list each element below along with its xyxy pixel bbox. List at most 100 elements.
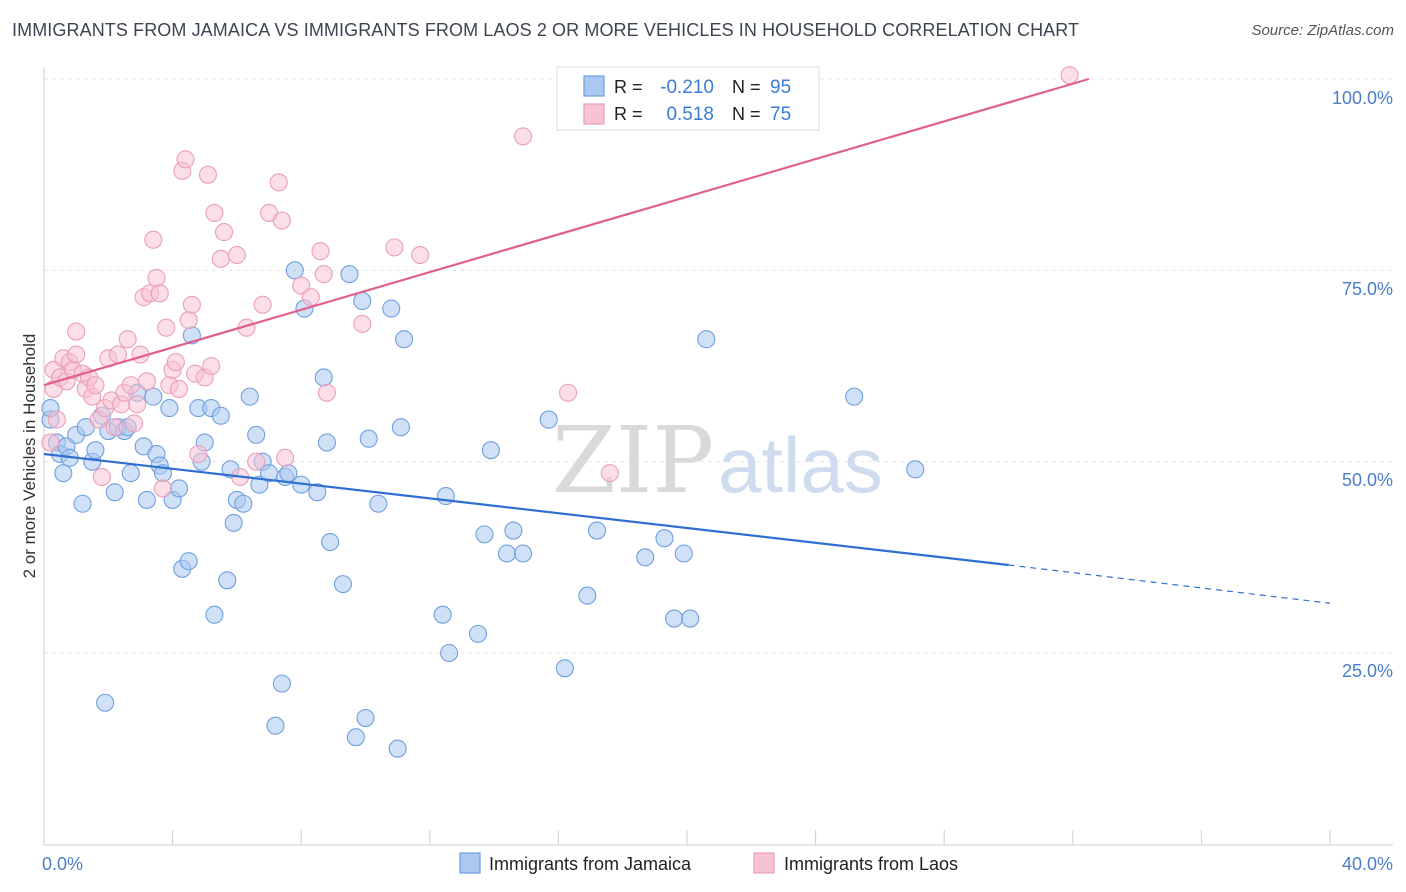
jamaica-point-39 [218,571,237,590]
laos-point-9 [67,322,86,341]
x-tick-label-min: 0.0% [42,854,83,874]
jamaica-point-27 [160,399,179,418]
laos-point-41 [169,379,189,399]
legend-label-jamaica: Immigrants from Jamaica [489,854,692,874]
y-tick-label-25: 25.0% [1342,661,1393,681]
laos-point-60 [269,173,288,192]
jamaica-point-67 [382,299,401,318]
trend-line-jamaica-extension [1008,564,1331,604]
trend-line-laos [43,77,1090,387]
watermark: ZIP atlas [552,407,883,514]
legend-swatch-laos [753,852,775,874]
laos-point-31 [137,372,156,391]
jamaica-point-84 [636,548,655,567]
jamaica-point-65 [359,429,378,448]
series-legend: Immigrants from Jamaica Immigrants from … [459,852,958,874]
laos-point-57 [247,452,266,471]
jamaica-point-63 [353,291,372,310]
jamaica-point-77 [497,544,517,563]
x-axis-ticks [43,830,1331,845]
laos-point-52 [211,249,230,268]
stats-r-value-laos: 0.518 [666,104,714,125]
jamaica-point-69 [391,418,410,437]
laos-point-62 [276,448,295,467]
jamaica-point-75 [475,525,494,544]
laos-point-68 [353,314,372,333]
gridlines [44,78,1393,654]
series-jamaica-points [41,261,925,758]
jamaica-point-82 [578,586,597,605]
laos-point-71 [513,127,533,146]
trend-lines [43,77,1331,604]
jamaica-point-53 [285,261,304,280]
jamaica-point-60 [333,575,353,594]
jamaica-point-41 [224,513,243,532]
jamaica-point-29 [169,479,189,498]
x-tick-label-max: 40.0% [1342,854,1393,874]
chart-title: IMMIGRANTS FROM JAMAICA VS IMMIGRANTS FR… [12,20,1080,40]
laos-point-35 [150,284,169,303]
jamaica-point-56 [308,483,327,502]
y-tick-label-75: 75.0% [1342,279,1393,299]
laos-point-50 [202,356,221,376]
jamaica-point-22 [137,490,156,509]
laos-point-33 [144,230,163,249]
jamaica-point-80 [539,410,558,429]
laos-point-47 [189,444,208,464]
laos-point-40 [166,353,185,372]
jamaica-point-72 [436,487,455,506]
jamaica-point-89 [697,330,716,349]
stats-r-value-jamaica: -0.210 [660,77,714,98]
source-label: Source: ZipAtlas.com [1251,22,1394,39]
legend-swatch-jamaica [459,852,481,874]
y-tick-label-50: 50.0% [1342,470,1393,490]
jamaica-point-59 [321,532,340,552]
laos-point-17 [92,467,111,487]
laos-point-73 [600,464,619,483]
jamaica-point-66 [369,494,388,513]
watermark-zip: ZIP [552,407,714,514]
stats-n-label-laos: N = [732,104,761,124]
jamaica-point-4 [54,464,73,483]
jamaica-point-43 [234,494,253,513]
laos-point-74 [1060,66,1079,85]
jamaica-point-11 [86,441,105,460]
jamaica-point-90 [845,387,864,406]
stats-n-value-laos: 75 [770,104,791,125]
laos-point-53 [214,223,234,242]
jamaica-point-73 [440,643,459,663]
laos-point-65 [311,242,330,261]
jamaica-point-50 [272,674,291,693]
stats-r-label-laos: R = [614,104,643,124]
y-axis-label: 2 or more Vehicles in Household [20,334,39,579]
laos-point-64 [301,288,320,307]
laos-point-15 [86,376,105,395]
jamaica-point-38 [211,406,230,425]
jamaica-point-49 [266,716,285,735]
jamaica-point-37 [205,605,224,624]
jamaica-point-58 [317,433,336,452]
laos-point-58 [253,295,272,314]
stats-swatch-jamaica [583,75,605,97]
jamaica-point-61 [340,265,359,284]
laos-point-37 [157,318,176,337]
jamaica-point-57 [314,368,333,387]
jamaica-point-86 [665,609,684,628]
jamaica-point-83 [587,521,607,540]
laos-point-43 [176,150,195,169]
jamaica-point-31 [179,552,198,571]
jamaica-point-15 [105,483,124,502]
laos-point-67 [317,383,336,402]
jamaica-point-71 [433,605,452,624]
jamaica-point-76 [481,441,500,460]
laos-point-28 [128,395,147,414]
legend-label-laos: Immigrants from Laos [784,854,958,874]
stats-n-label-jamaica: N = [732,77,761,97]
laos-point-70 [411,245,430,265]
jamaica-point-91 [906,460,925,479]
laos-point-54 [227,245,246,265]
laos-point-27 [124,414,144,433]
jamaica-point-74 [468,624,488,643]
jamaica-point-79 [513,544,533,563]
laos-point-3 [47,410,66,429]
